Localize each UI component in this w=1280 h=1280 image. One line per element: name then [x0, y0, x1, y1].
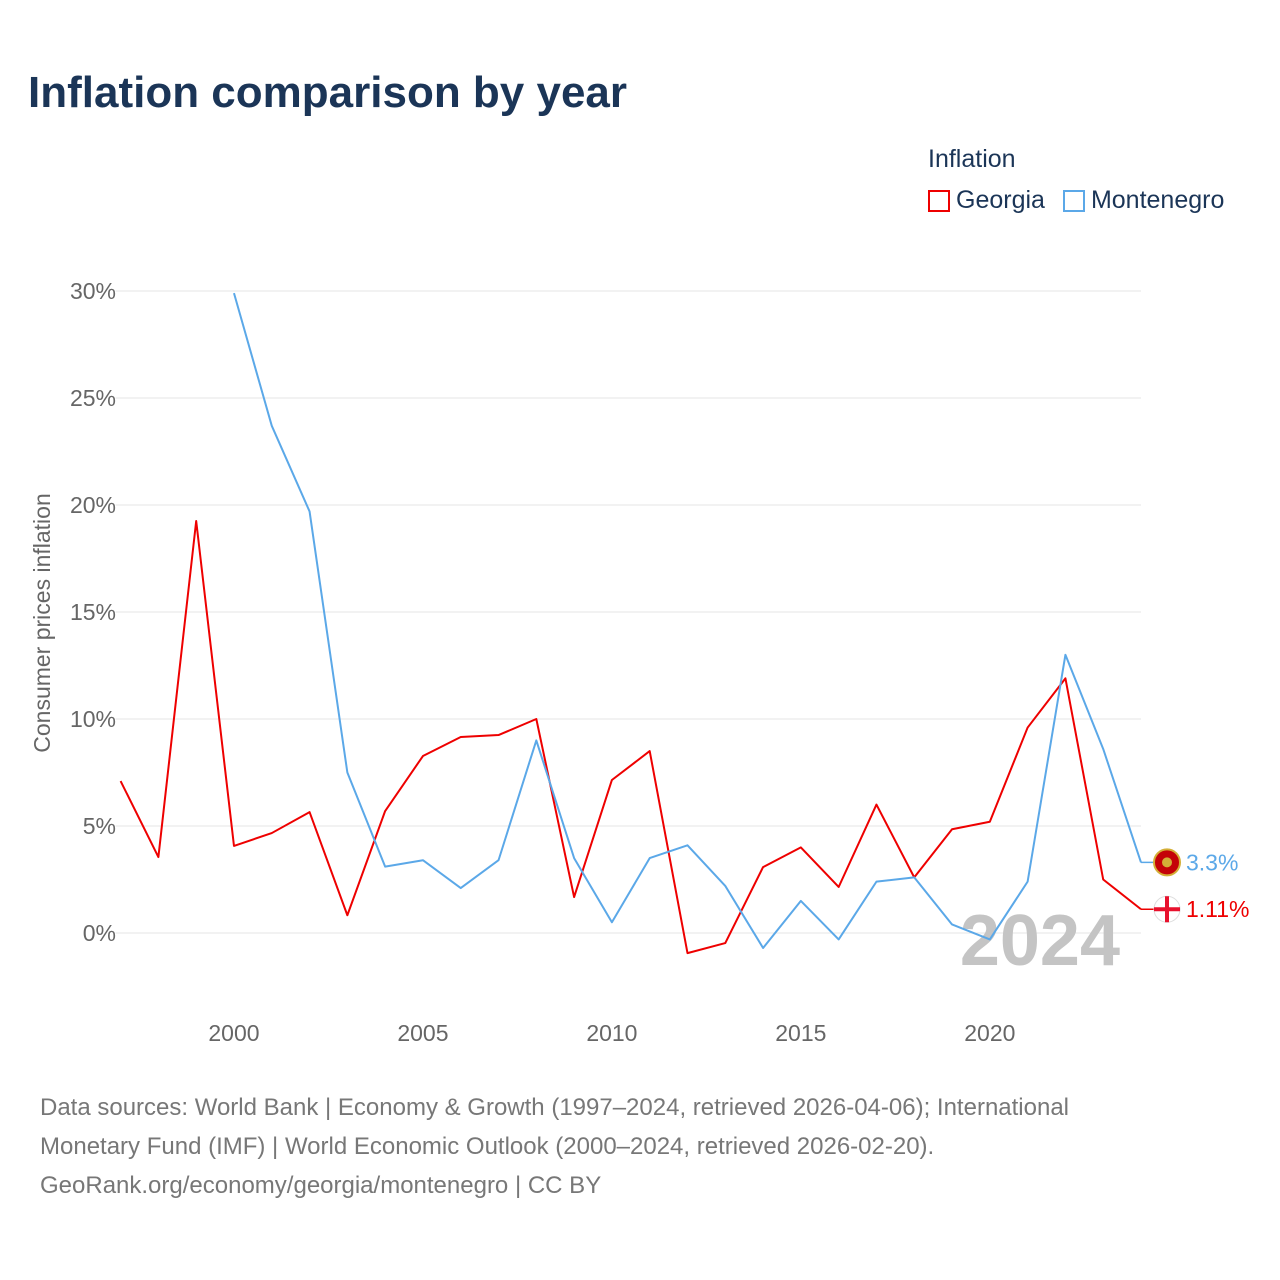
series-line-montenegro: [233, 292, 1142, 949]
year-watermark: 2024: [960, 901, 1120, 981]
x-tick-label: 2005: [397, 1020, 448, 1046]
flag-emblem: [1162, 857, 1172, 868]
y-tick-label: 15%: [70, 599, 116, 625]
source-line: Monetary Fund (IMF) | World Economic Out…: [40, 1133, 935, 1160]
y-axis-label: Consumer prices inflation: [29, 493, 55, 753]
x-tick-label: 2000: [208, 1020, 259, 1046]
y-tick-label: 5%: [83, 813, 116, 839]
legend-label: Georgia: [956, 186, 1045, 214]
chart-title: Inflation comparison by year: [28, 68, 628, 117]
end-value-label: 1.11%: [1186, 896, 1250, 922]
footer: Data sources: World Bank | Economy & Gro…: [40, 1088, 1240, 1205]
legend-title: Inflation: [928, 145, 1016, 173]
y-tick-label: 10%: [70, 706, 116, 732]
source-line: Data sources: World Bank | Economy & Gro…: [40, 1094, 1070, 1121]
legend-swatch-montenegro: [1062, 189, 1085, 212]
attribution-link[interactable]: GeoRank.org/economy/georgia/montenegro |…: [40, 1172, 602, 1199]
y-tick-label: 0%: [83, 920, 116, 946]
y-tick-label: 20%: [70, 492, 116, 518]
x-tick-label: 2015: [775, 1020, 826, 1046]
legend: Georgia Montenegro: [928, 186, 1224, 215]
legend-swatch-georgia: [928, 189, 950, 212]
legend-item-montenegro[interactable]: Montenegro: [1062, 186, 1225, 215]
series-line-georgia: [119, 520, 1142, 955]
end-value-label: 3.3%: [1186, 849, 1238, 875]
y-tick-label: 25%: [70, 385, 116, 411]
legend-item-georgia[interactable]: Georgia: [928, 186, 1045, 215]
flag-cross: [1165, 896, 1169, 923]
x-tick-label: 2020: [964, 1020, 1015, 1046]
y-tick-label: 30%: [70, 278, 116, 304]
x-tick-label: 2010: [586, 1020, 637, 1046]
legend-label: Montenegro: [1090, 186, 1225, 214]
